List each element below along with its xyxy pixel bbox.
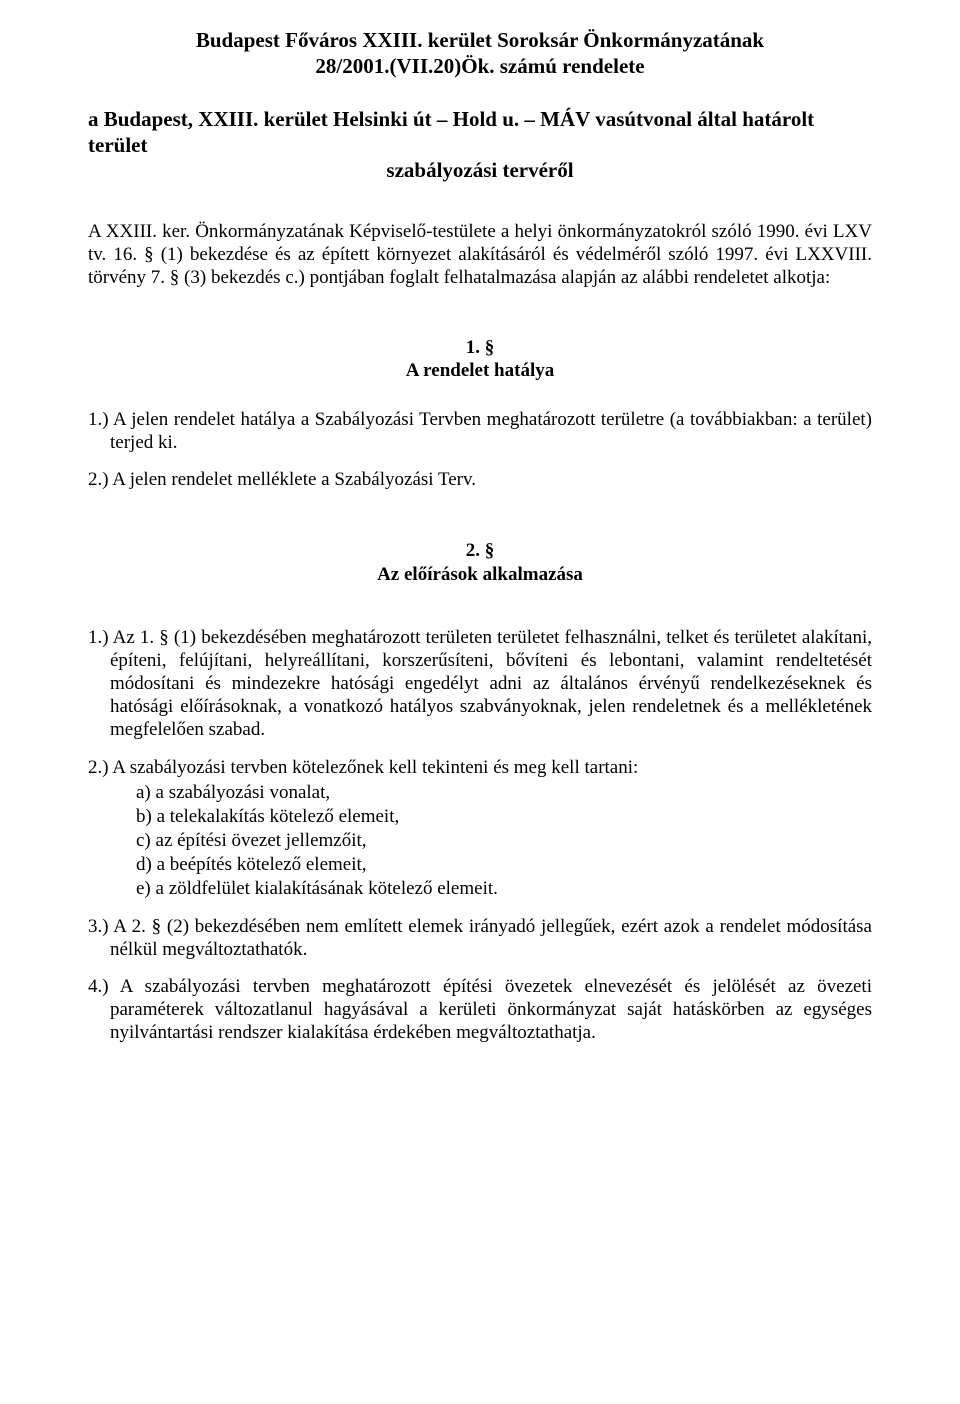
section-2-title: Az előírások alkalmazása <box>88 563 872 586</box>
sublist-item-d: d) a beépítés kötelező elemeit, <box>136 853 872 876</box>
preamble-text: A XXIII. ker. Önkormányzatának Képviselő… <box>88 220 872 290</box>
section-2-number: 2. § <box>88 539 872 562</box>
title-line-1: Budapest Főváros XXIII. kerület Soroksár… <box>88 28 872 54</box>
subtitle-line-1: a Budapest, XXIII. kerület Helsinki út –… <box>88 107 872 158</box>
section-1-item-2: 2.) A jelen rendelet melléklete a Szabál… <box>88 468 872 491</box>
section-2-item-1: 1.) Az 1. § (1) bekezdésében meghatározo… <box>88 626 872 742</box>
subtitle-line-2: szabályozási tervéről <box>88 158 872 184</box>
document-subtitle: a Budapest, XXIII. kerület Helsinki út –… <box>88 107 872 184</box>
sublist-item-a: a) a szabályozási vonalat, <box>136 781 872 804</box>
section-2-item-2: 2.) A szabályozási tervben kötelezőnek k… <box>88 756 872 779</box>
section-1-item-1: 1.) A jelen rendelet hatálya a Szabályoz… <box>88 408 872 454</box>
section-1-number: 1. § <box>88 336 872 359</box>
document-title: Budapest Főváros XXIII. kerület Soroksár… <box>88 28 872 79</box>
section-2-item-2-sublist: a) a szabályozási vonalat, b) a telekala… <box>88 781 872 901</box>
document-page: Budapest Főváros XXIII. kerület Soroksár… <box>0 0 960 1404</box>
sublist-item-b: b) a telekalakítás kötelező elemeit, <box>136 805 872 828</box>
title-line-2: 28/2001.(VII.20)Ök. számú rendelete <box>88 54 872 80</box>
section-1-heading: 1. § A rendelet hatálya <box>88 336 872 382</box>
section-2-item-3: 3.) A 2. § (2) bekezdésében nem említett… <box>88 915 872 961</box>
section-2-heading: 2. § Az előírások alkalmazása <box>88 539 872 585</box>
sublist-item-e: e) a zöldfelület kialakításának kötelező… <box>136 877 872 900</box>
sublist-item-c: c) az építési övezet jellemzőit, <box>136 829 872 852</box>
section-1-title: A rendelet hatálya <box>88 359 872 382</box>
section-2-item-4: 4.) A szabályozási tervben meghatározott… <box>88 975 872 1045</box>
